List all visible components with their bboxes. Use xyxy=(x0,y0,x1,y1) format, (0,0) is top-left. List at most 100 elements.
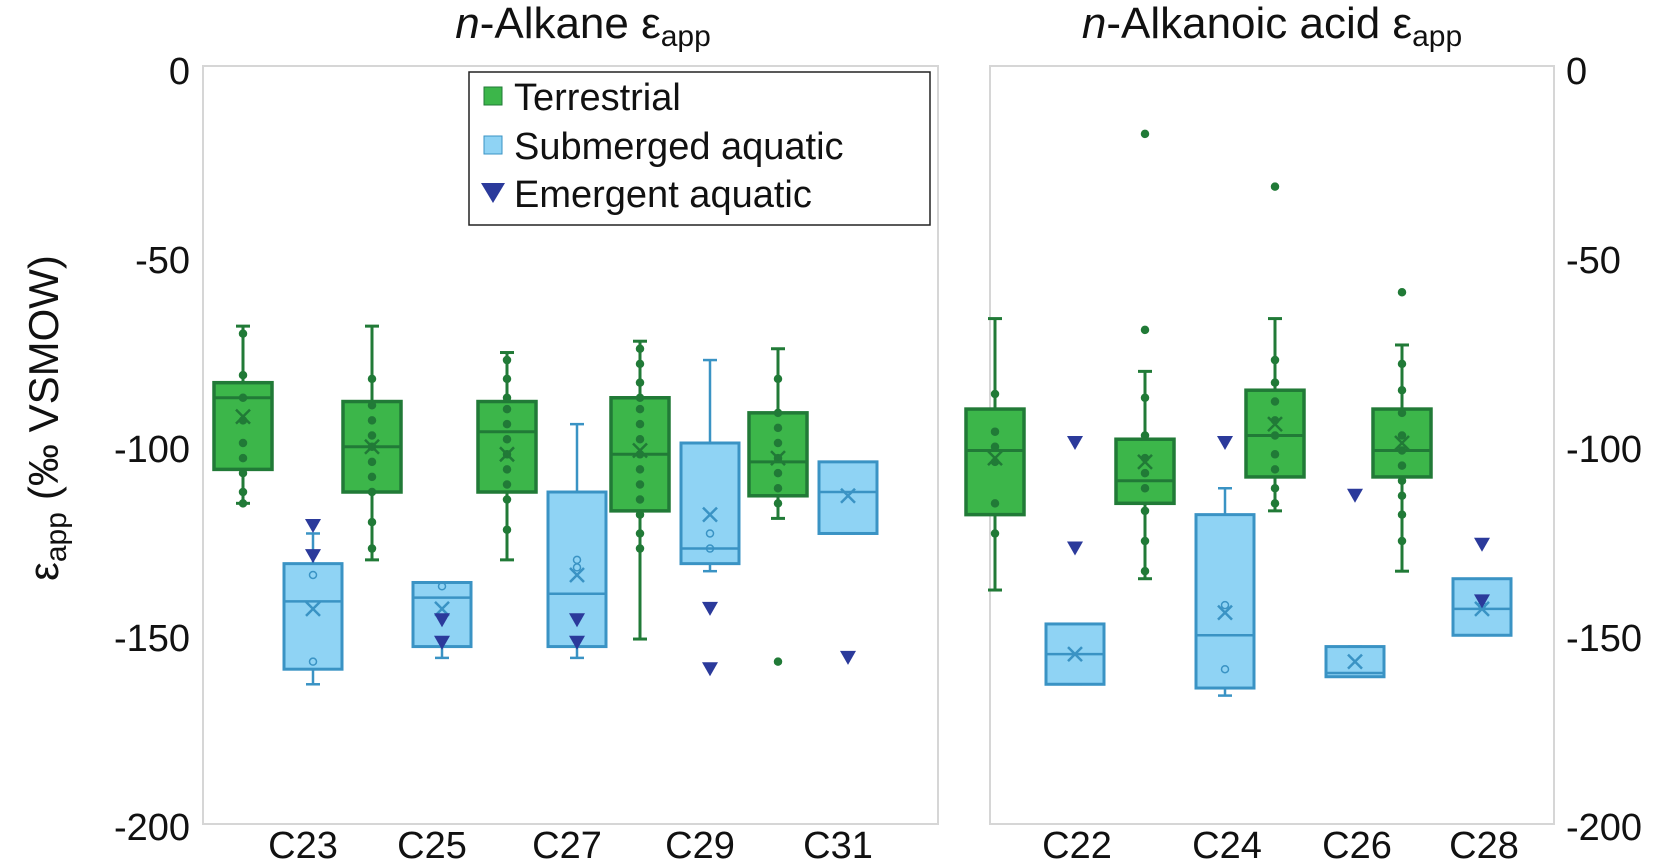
terrestrial-point-C26-5 xyxy=(1270,431,1280,440)
submerged-point-C29-0 xyxy=(705,529,715,538)
terrestrial-point-C29-8 xyxy=(635,465,645,474)
terrestrial-point-C26-6 xyxy=(1270,450,1280,459)
terrestrial-point-C31-2 xyxy=(773,423,783,433)
terrestrial-point-C25-7 xyxy=(367,487,377,497)
legend-label-submerged: Submerged aquatic xyxy=(514,126,844,168)
terrestrial-point-C25-9 xyxy=(367,544,377,553)
submerged-mean-C28 xyxy=(1474,600,1490,617)
submerged-point-C27-1 xyxy=(572,563,582,572)
emergent-point-C23-1 xyxy=(305,549,321,564)
terrestrial-point-C29-0 xyxy=(635,344,645,353)
terrestrial-point-C29-13 xyxy=(635,544,645,553)
y-tick-label: -200 xyxy=(114,807,190,849)
terrestrial-swatch xyxy=(483,86,503,106)
terrestrial-point-C28-6 xyxy=(1397,461,1407,470)
terrestrial-mean-C31 xyxy=(770,450,786,466)
emergent-point-C25-1 xyxy=(434,635,450,650)
terrestrial-box-C27 xyxy=(476,399,538,494)
terrestrial-point-C24-0 xyxy=(1140,129,1150,139)
emergent-point-C29-0 xyxy=(702,601,718,616)
emergent-point-C28-0 xyxy=(1474,537,1490,552)
terrestrial-point-C22-1 xyxy=(990,427,1000,436)
terrestrial-point-C25-8 xyxy=(367,517,377,527)
emergent-point-C27-1 xyxy=(569,635,585,650)
terrestrial-point-C31-0 xyxy=(773,374,783,384)
x-tick-label: C23 xyxy=(268,825,338,864)
x-tick-label: C29 xyxy=(665,825,735,864)
terrestrial-point-C26-0 xyxy=(1270,182,1280,191)
submerged-mean-C27 xyxy=(569,567,585,583)
terrestrial-point-C24-7 xyxy=(1140,506,1150,516)
y-tick-label: -100 xyxy=(1566,429,1642,471)
terrestrial-point-C29-2 xyxy=(635,378,645,387)
terrestrial-point-C28-3 xyxy=(1397,408,1407,418)
legend: Terrestrial Submerged aquatic Emergent a… xyxy=(468,71,931,226)
y-tick-label: -150 xyxy=(1566,618,1642,660)
terrestrial-point-C27-5 xyxy=(502,434,512,444)
right-x-ticks: C22 C24 C26 C28 xyxy=(1042,825,1519,864)
terrestrial-point-C31-1 xyxy=(773,408,783,418)
submerged-swatch xyxy=(483,135,503,155)
submerged-mean-C22 xyxy=(1067,646,1083,663)
terrestrial-point-C23-0 xyxy=(238,329,248,338)
terrestrial-point-C31-5 xyxy=(773,468,783,478)
terrestrial-point-C22-5 xyxy=(990,529,1000,538)
terrestrial-point-C27-4 xyxy=(502,419,512,429)
y-tick-label: -100 xyxy=(114,429,190,471)
right-panel-title: n-Alkanoic acid εapp xyxy=(1082,0,1462,53)
terrestrial-point-C22-0 xyxy=(990,389,1000,399)
terrestrial-point-C28-7 xyxy=(1397,476,1407,485)
emergent-triangle-icon xyxy=(481,183,505,203)
emergent-point-C27-0 xyxy=(569,613,585,628)
terrestrial-point-C29-6 xyxy=(635,434,645,444)
terrestrial-point-C29-1 xyxy=(635,359,645,369)
terrestrial-point-C26-8 xyxy=(1270,483,1280,493)
submerged-mean-C24 xyxy=(1217,604,1233,621)
x-tick-label: C31 xyxy=(803,825,873,864)
terrestrial-point-C25-5 xyxy=(367,457,377,467)
legend-label-emergent: Emergent aquatic xyxy=(514,174,812,216)
terrestrial-point-C24-8 xyxy=(1140,536,1150,546)
submerged-point-C24-1 xyxy=(1220,664,1230,674)
submerged-box-C31 xyxy=(817,460,879,535)
terrestrial-point-C23-7 xyxy=(238,487,248,497)
emergent-point-C29-1 xyxy=(702,662,718,677)
submerged-point-C23-0 xyxy=(308,570,318,580)
terrestrial-mean-C29 xyxy=(632,442,648,459)
left-y-ticks: 0 -50 -100 -150 -200 xyxy=(114,51,190,849)
terrestrial-point-C28-4 xyxy=(1397,431,1407,440)
terrestrial-point-C26-9 xyxy=(1270,499,1280,508)
terrestrial-point-C31-8 xyxy=(773,657,783,666)
terrestrial-mean-C24 xyxy=(1137,453,1153,470)
terrestrial-mean-C27 xyxy=(499,446,515,463)
terrestrial-point-C28-8 xyxy=(1397,491,1407,501)
left-panel-marks xyxy=(212,324,879,686)
y-tick-label: -200 xyxy=(1566,807,1642,849)
terrestrial-point-C23-1 xyxy=(238,370,248,380)
left-panel-title: n-Alkane εapp xyxy=(455,0,711,53)
terrestrial-point-C25-0 xyxy=(367,374,377,384)
terrestrial-point-C29-3 xyxy=(635,393,645,403)
terrestrial-point-C24-1 xyxy=(1140,325,1150,335)
terrestrial-point-C22-2 xyxy=(990,442,1000,452)
terrestrial-point-C25-6 xyxy=(367,472,377,482)
submerged-mean-C31 xyxy=(840,487,856,504)
submerged-point-C29-1 xyxy=(705,544,715,553)
terrestrial-mean-C26 xyxy=(1267,416,1283,433)
emergent-point-C31-0 xyxy=(840,650,856,665)
right-panel-marks xyxy=(964,129,1513,697)
emergent-point-C25-0 xyxy=(434,613,450,628)
emergent-point-C22-1 xyxy=(1067,541,1083,556)
submerged-box-C23 xyxy=(282,562,344,671)
terrestrial-point-C29-4 xyxy=(635,404,645,414)
emergent-point-C26-0 xyxy=(1347,488,1363,503)
submerged-point-C24-0 xyxy=(1220,600,1230,610)
terrestrial-point-C31-7 xyxy=(773,499,783,508)
terrestrial-point-C23-8 xyxy=(238,499,248,508)
terrestrial-point-C29-12 xyxy=(635,529,645,538)
terrestrial-point-C22-4 xyxy=(990,499,1000,508)
terrestrial-point-C28-5 xyxy=(1397,446,1407,455)
terrestrial-point-C26-2 xyxy=(1270,378,1280,387)
submerged-mean-C23 xyxy=(305,600,321,617)
